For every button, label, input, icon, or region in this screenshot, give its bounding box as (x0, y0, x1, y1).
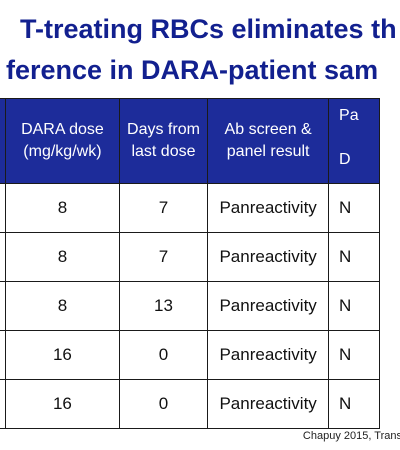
days-from-last-dose-cell: 7 (118, 183, 209, 233)
header-days-from-last-dose: Days from last dose (118, 98, 209, 184)
table-cell-partial: N (328, 330, 380, 380)
table-cell-partial: N (328, 232, 380, 282)
table-row: 8 7 Panreactivity N (0, 232, 380, 282)
table-row: 16 0 Panreactivity N (0, 330, 380, 380)
slide-title-line-2: ference in DARA-patient sam (6, 55, 379, 85)
days-from-last-dose-cell: 0 (118, 330, 209, 380)
days-from-last-dose-cell: 7 (118, 232, 209, 282)
ab-screen-result-cell: Panreactivity (207, 232, 330, 282)
header-cell-last-partial: Pa D (328, 98, 380, 184)
ab-screen-result-cell: Panreactivity (207, 281, 330, 331)
table-cell-partial: N (328, 281, 380, 331)
dara-dose-cell: 8 (5, 183, 120, 233)
dara-dose-cell: 16 (5, 379, 120, 429)
table-row: 8 13 Panreactivity N (0, 281, 380, 331)
dara-dose-cell: 8 (5, 281, 120, 331)
table-cell (0, 379, 7, 429)
ab-screen-result-cell: Panreactivity (207, 183, 330, 233)
header-ab-screen-panel-result: Ab screen & panel result (207, 98, 330, 184)
table-row: 16 0 Panreactivity N (0, 379, 380, 429)
ab-screen-result-cell: Panreactivity (207, 379, 330, 429)
table-header-row: DARA dose (mg/kg/wk) Days from last dose A… (0, 98, 380, 184)
header-dara-dose: DARA dose (mg/kg/wk) (5, 98, 120, 184)
table-cell-partial: N (328, 379, 380, 429)
table-cell-partial: N (328, 183, 380, 233)
days-from-last-dose-cell: 0 (118, 379, 209, 429)
days-from-last-dose-cell: 13 (118, 281, 209, 331)
citation: Chapuy 2015, Trans (302, 430, 400, 442)
dara-dose-cell: 8 (5, 232, 120, 282)
slide-title-line-1: T-treating RBCs eliminates th (20, 14, 397, 44)
dara-dose-cell: 16 (5, 330, 120, 380)
ab-screen-result-cell: Panreactivity (207, 330, 330, 380)
dara-results-table: DARA dose (mg/kg/wk) Days from last dose A… (0, 98, 380, 429)
table-row: 8 7 Panreactivity N (0, 183, 380, 233)
